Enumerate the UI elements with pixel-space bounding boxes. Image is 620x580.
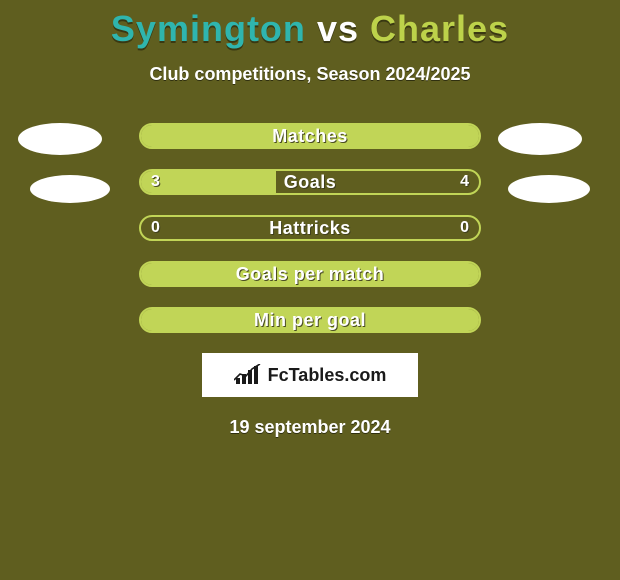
bar-label: Goals per match [141, 263, 479, 285]
logo-box: FcTables.com [202, 353, 418, 397]
stat-bar: Min per goal [139, 307, 481, 333]
bar-value-left: 3 [151, 171, 160, 193]
stat-bar: Hattricks0 0 [139, 215, 481, 241]
stats-bars: Matches Goals3 4 Hattricks0 0 Goals per match… [0, 123, 620, 333]
bar-label: Goals [141, 171, 479, 193]
avatar [18, 123, 102, 155]
bar-value-left: 0 [151, 217, 160, 239]
stat-bar: Goals3 4 [139, 169, 481, 195]
bar-value-right: 0 [460, 217, 469, 239]
subtitle: Club competitions, Season 2024/2025 [0, 64, 620, 85]
title-vs: vs [317, 8, 359, 49]
chart-icon [234, 364, 262, 386]
page-title: Symington vs Charles [0, 0, 620, 50]
bar-value-right: 4 [460, 171, 469, 193]
stat-bar: Goals per match [139, 261, 481, 287]
logo-text: FcTables.com [268, 365, 387, 386]
avatar [30, 175, 110, 203]
date-text: 19 september 2024 [0, 417, 620, 438]
bar-label: Matches [141, 125, 479, 147]
avatar [498, 123, 582, 155]
bar-label: Hattricks [141, 217, 479, 239]
title-player1: Symington [111, 8, 306, 49]
avatar [508, 175, 590, 203]
stat-bar: Matches [139, 123, 481, 149]
title-player2: Charles [370, 8, 509, 49]
bar-label: Min per goal [141, 309, 479, 331]
